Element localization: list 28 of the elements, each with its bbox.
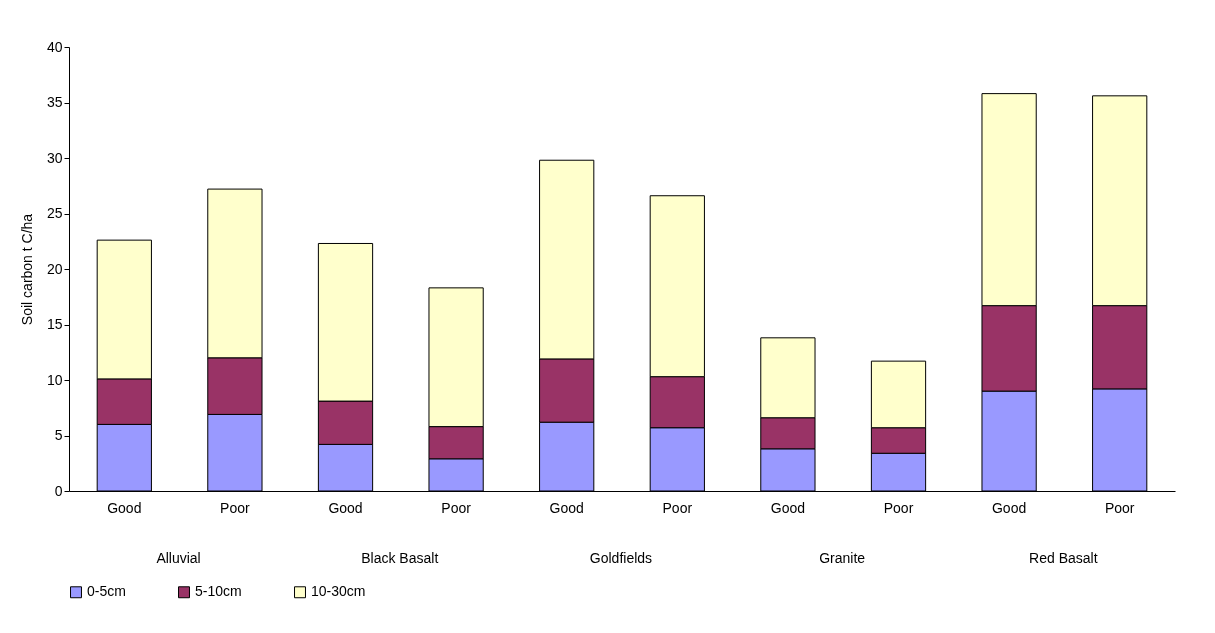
y-tick-label: 25 [46,205,63,221]
text: Goldfields [589,550,653,566]
x-tick-label: Poor [1104,499,1135,516]
x-tick-label: Good [549,499,584,516]
x-tick-label: Good [107,499,142,516]
y-tick-label: 20 [46,260,63,277]
y-tick-label: 10 [46,371,63,388]
x-tick-label: Good [328,499,363,516]
y-tick-label: 40 [46,38,63,55]
x-tick-label: Good [991,499,1027,516]
x-tick-label: Poor [220,499,251,516]
y-tick-label: 30 [46,149,63,166]
y-tick-label: 5 [54,427,63,443]
y-tick-label: 0 [54,482,63,499]
y-tick-label: 35 [46,94,63,110]
x-tick-label: Poor [441,499,472,516]
legend-label: 0-5cm [87,583,126,600]
legend-label: 10-30cm [311,583,366,600]
y-axis-title: Soil carbon t C/ha [18,213,35,326]
x-tick-label: Poor [662,499,693,516]
x-tick-label: Good [770,499,806,516]
y-tick-label: 15 [46,316,63,332]
legend-label: 5-10cm [195,583,242,600]
text: Alluvial [156,550,201,566]
x-tick-label: Poor [883,499,914,516]
text: Black Basalt [361,550,439,566]
text: Red Basalt [1029,550,1098,566]
text: Granite [819,550,866,566]
